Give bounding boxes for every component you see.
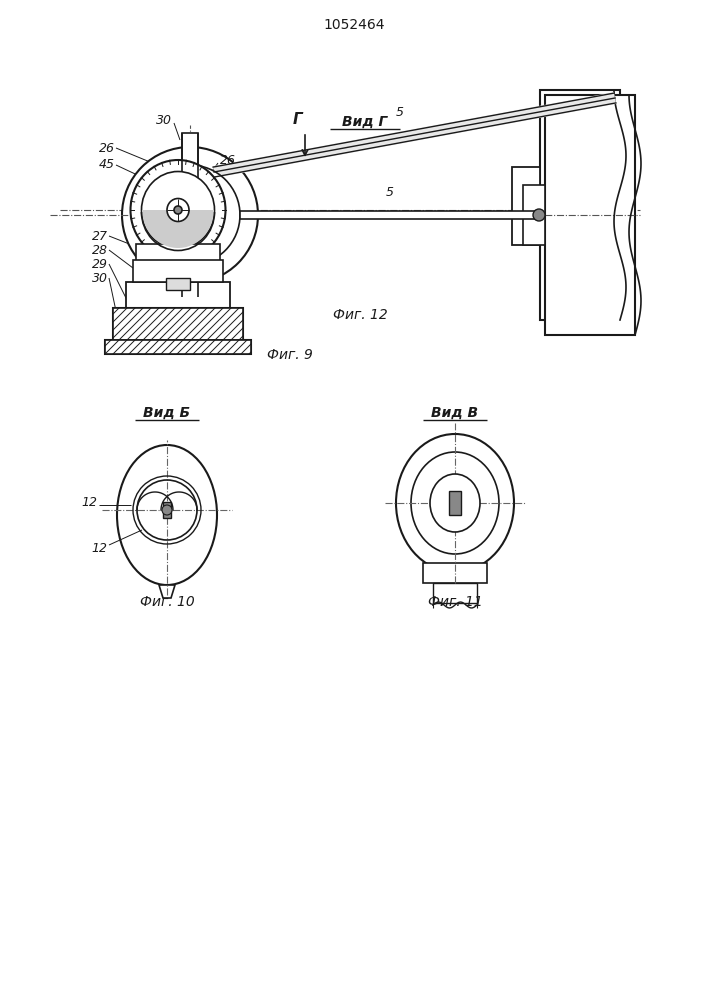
Circle shape: [122, 147, 258, 283]
Bar: [133, 260, 223, 282]
Text: 29: 29: [92, 257, 108, 270]
Bar: [540, 90, 620, 320]
Ellipse shape: [131, 160, 226, 260]
Bar: [545, 95, 635, 335]
Ellipse shape: [117, 445, 217, 585]
Bar: [136, 244, 220, 262]
Polygon shape: [213, 92, 616, 178]
Text: Вид Г: Вид Г: [342, 115, 387, 129]
Bar: [166, 278, 190, 290]
Text: Вид В: Вид В: [431, 406, 479, 420]
Text: 30: 30: [156, 113, 172, 126]
Text: 45: 45: [99, 158, 115, 172]
Circle shape: [140, 165, 240, 265]
Text: 26: 26: [99, 141, 115, 154]
Bar: [449, 491, 461, 515]
Bar: [512, 167, 540, 245]
Text: Фиг. 9: Фиг. 9: [267, 348, 313, 362]
Polygon shape: [159, 585, 175, 598]
Ellipse shape: [411, 452, 499, 554]
Text: 27: 27: [92, 230, 108, 242]
Circle shape: [533, 209, 545, 221]
Bar: [113, 308, 243, 340]
Polygon shape: [142, 210, 214, 248]
Circle shape: [162, 505, 172, 515]
Text: 28: 28: [92, 243, 108, 256]
Bar: [185, 203, 195, 227]
Text: Фиг. 11: Фиг. 11: [428, 595, 482, 609]
Bar: [163, 502, 171, 518]
Text: 5: 5: [386, 186, 394, 200]
Bar: [433, 583, 477, 603]
Text: 12: 12: [81, 495, 97, 508]
Bar: [105, 340, 251, 354]
Ellipse shape: [141, 172, 214, 248]
Bar: [182, 133, 198, 297]
Ellipse shape: [396, 434, 514, 572]
Text: 12: 12: [91, 542, 107, 554]
Text: 5: 5: [395, 106, 404, 119]
Text: 30: 30: [92, 271, 108, 284]
Bar: [105, 340, 251, 354]
Text: Фиг. 12: Фиг. 12: [332, 308, 387, 322]
Text: Вид Б: Вид Б: [144, 406, 191, 420]
Ellipse shape: [430, 474, 480, 532]
Circle shape: [174, 206, 182, 214]
Bar: [113, 308, 243, 340]
Bar: [523, 185, 545, 245]
Text: 1052464: 1052464: [323, 18, 385, 32]
Text: 26: 26: [220, 153, 236, 166]
Bar: [423, 563, 487, 583]
Ellipse shape: [167, 198, 189, 222]
Bar: [126, 282, 230, 308]
Circle shape: [162, 187, 218, 243]
Text: Фиг. 10: Фиг. 10: [139, 595, 194, 609]
Text: Г: Г: [293, 112, 303, 127]
Bar: [240, 211, 535, 219]
